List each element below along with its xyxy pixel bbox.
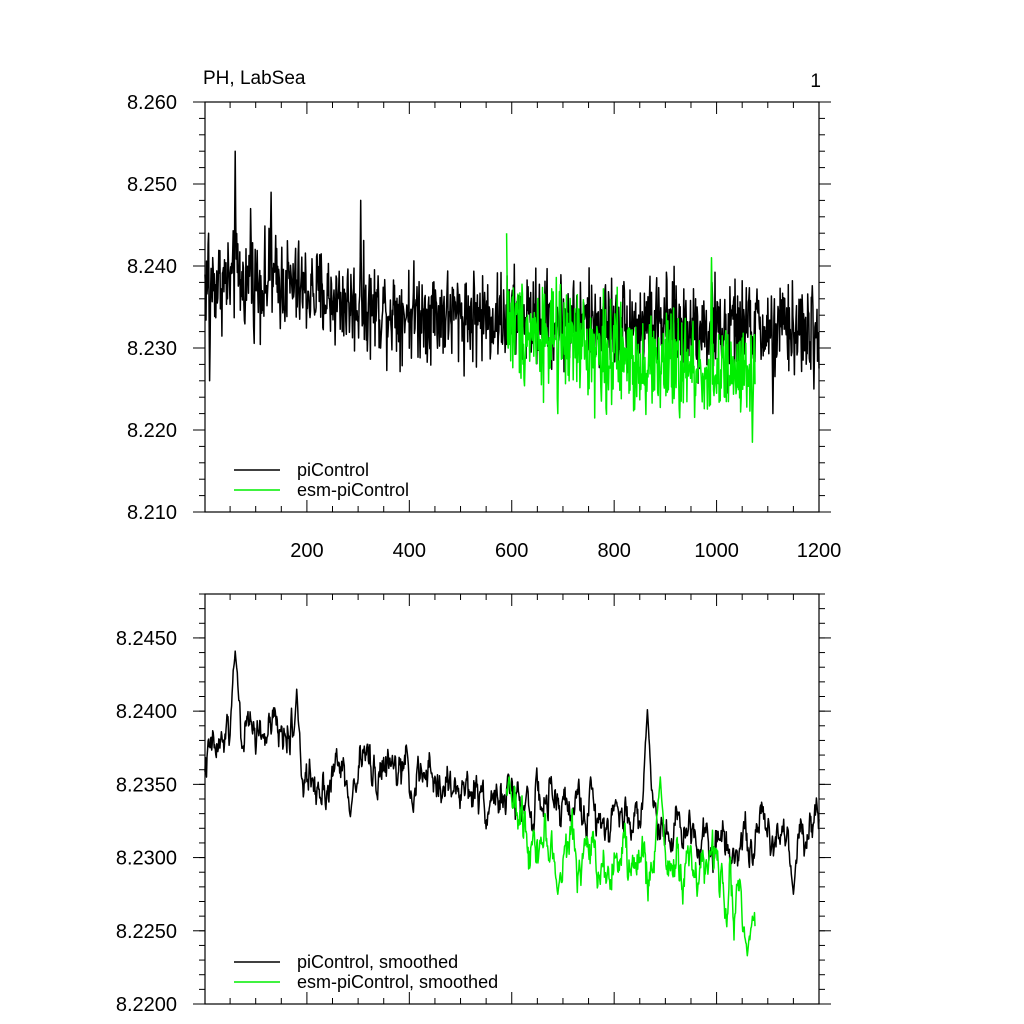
top-axes: 200 400 600 800 1000 1200 8.210 8.220 8.230 8.240… xyxy=(127,92,841,562)
panel-title: PH, LabSea xyxy=(203,68,306,89)
bottom-panel: 8.2200 8.2250 8.2300 8.2350 8.2400 8.2450 piC… xyxy=(116,593,831,1016)
y-tick-label: 8.220 xyxy=(127,420,177,442)
x-tick-label: 800 xyxy=(597,540,630,562)
x-tick-label: 1200 xyxy=(797,540,842,562)
legend-label-picontrol: piControl xyxy=(297,460,369,480)
x-tick-label: 200 xyxy=(290,540,323,562)
x-tick-label: 1000 xyxy=(694,540,739,562)
bottom-legend: piControl, smoothed esm-piControl, smoot… xyxy=(234,952,498,992)
y-tick-label: 8.2350 xyxy=(116,774,177,796)
x-tick-label: 400 xyxy=(393,540,426,562)
series-line-picontrol-smoothed xyxy=(204,650,820,895)
panel-number: 1 xyxy=(810,71,821,92)
y-tick-label: 8.260 xyxy=(127,92,177,114)
y-tick-label: 8.2400 xyxy=(116,701,177,723)
series-line-picontrol xyxy=(204,150,820,415)
bottom-series-group xyxy=(204,650,820,957)
series-line-esm-picontrol-smoothed xyxy=(505,776,756,957)
x-tick-label: 600 xyxy=(495,540,528,562)
y-tick-label: 8.2250 xyxy=(116,921,177,943)
bottom-axes: 8.2200 8.2250 8.2300 8.2350 8.2400 8.2450 xyxy=(116,593,831,1016)
legend-label-esm-picontrol: esm-piControl xyxy=(297,480,409,500)
y-tick-label: 8.230 xyxy=(127,338,177,360)
y-tick-label: 8.210 xyxy=(127,502,177,524)
y-tick-label: 8.240 xyxy=(127,256,177,278)
series-line-esm-picontrol xyxy=(505,233,756,444)
top-legend: piControl esm-piControl xyxy=(234,460,409,500)
y-tick-label: 8.250 xyxy=(127,174,177,196)
y-tick-label: 8.2450 xyxy=(116,628,177,650)
top-panel: PH, LabSea 1 200 400 600 800 1000 1200 8.210 8.… xyxy=(127,68,841,562)
legend-label-esm-picontrol-smoothed: esm-piControl, smoothed xyxy=(297,972,498,992)
legend-label-picontrol-smoothed: piControl, smoothed xyxy=(297,952,458,972)
y-tick-label: 8.2300 xyxy=(116,848,177,870)
y-tick-label: 8.2200 xyxy=(116,994,177,1016)
top-series-group xyxy=(204,150,820,444)
